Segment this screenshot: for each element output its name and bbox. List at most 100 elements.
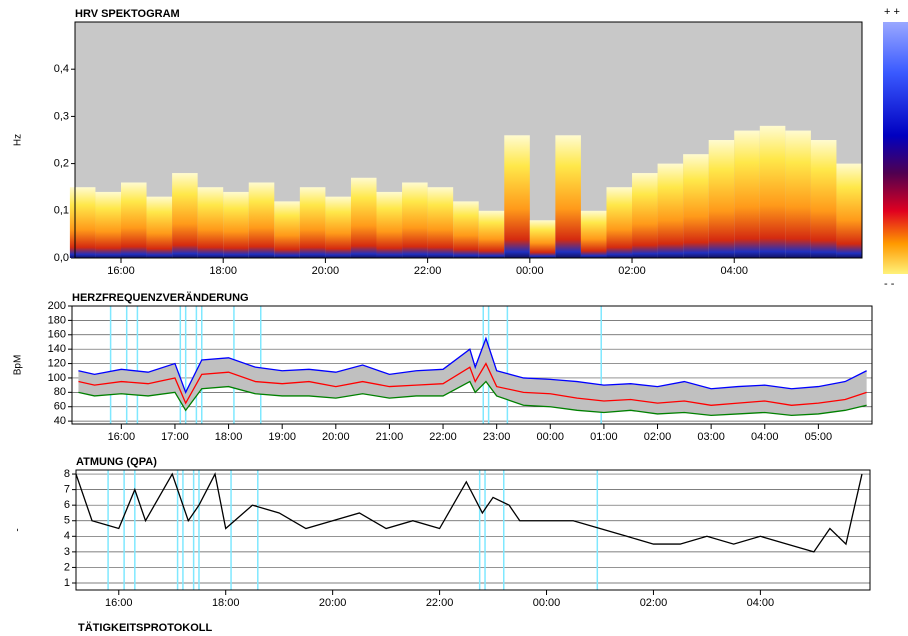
y-tick-label: 5	[64, 515, 70, 527]
spectral-column	[120, 182, 147, 258]
spectral-column	[555, 135, 581, 258]
colorbar	[883, 22, 908, 274]
y-tick-label: 8	[64, 468, 70, 480]
x-tick-label: 23:00	[483, 431, 511, 443]
plot-frame	[75, 469, 871, 591]
x-tick-label: 17:00	[161, 431, 189, 443]
x-tick-label: 04:00	[720, 265, 748, 277]
x-tick-label: 03:00	[697, 431, 725, 443]
spectral-column	[683, 154, 709, 258]
spectral-column	[759, 125, 786, 258]
x-tick-label: 04:00	[747, 597, 775, 609]
y-tick-label: 0,1	[54, 205, 69, 217]
spectral-column	[632, 173, 658, 258]
y-axis-label: Hz	[13, 134, 24, 146]
x-tick-label: 20:00	[319, 597, 347, 609]
y-tick-label: 180	[48, 314, 66, 326]
spectral-column	[836, 163, 862, 258]
spectral-column	[299, 187, 326, 258]
y-axis-label: -	[13, 528, 24, 531]
y-tick-label: 140	[48, 343, 66, 355]
spectral-column	[69, 187, 96, 258]
x-tick-label: 16:00	[108, 431, 136, 443]
x-tick-label: 20:00	[312, 265, 340, 277]
series-line	[78, 336, 867, 394]
spectral-column	[248, 182, 275, 258]
range-band	[78, 338, 867, 416]
y-tick-label: 0,4	[54, 63, 69, 75]
spectral-column	[606, 187, 633, 258]
y-tick-label: 4	[64, 530, 70, 542]
spectral-column	[478, 210, 505, 258]
y-tick-label: 100	[48, 372, 66, 384]
x-tick-label: 02:00	[644, 431, 672, 443]
plot-frame	[71, 305, 873, 425]
x-tick-label: 22:00	[426, 597, 454, 609]
y-tick-label: 1	[64, 577, 70, 589]
y-tick-label: 160	[48, 329, 66, 341]
y-tick-label: 3	[64, 546, 70, 558]
spectral-column	[453, 201, 479, 258]
x-tick-label: 18:00	[212, 597, 240, 609]
y-tick-label: 120	[48, 357, 66, 369]
spectral-column	[146, 196, 173, 258]
x-tick-label: 02:00	[640, 597, 668, 609]
x-tick-label: 00:00	[516, 265, 544, 277]
y-tick-label: 200	[48, 300, 66, 312]
y-tick-label: 0,0	[54, 252, 69, 264]
plot-area	[76, 470, 870, 590]
x-tick-label: 16:00	[107, 265, 135, 277]
panel-title: ATMUNG (QPA)	[76, 456, 157, 468]
series-line	[78, 380, 867, 417]
y-tick-label: 80	[54, 386, 66, 398]
x-tick-label: 04:00	[751, 431, 779, 443]
spectral-column	[708, 140, 735, 258]
y-tick-label: 0,3	[54, 110, 69, 122]
spectral-column	[580, 210, 607, 258]
plot-frame	[74, 21, 863, 259]
x-tick-label: 19:00	[268, 431, 296, 443]
x-tick-label: 22:00	[429, 431, 457, 443]
spectral-column	[427, 187, 454, 258]
spectral-column	[223, 191, 249, 258]
y-tick-label: 7	[64, 484, 70, 496]
x-tick-label: 02:00	[618, 265, 646, 277]
activity-log-title: TÄTIGKEITSPROTOKOLL	[78, 621, 213, 634]
spectral-column	[197, 187, 224, 258]
spectral-column	[274, 201, 300, 258]
spectral-column	[734, 130, 760, 258]
series-line	[75, 472, 863, 553]
spectral-column	[95, 191, 121, 258]
y-tick-label: 6	[64, 499, 70, 511]
y-axis-label: BpM	[13, 355, 24, 376]
spectral-column	[172, 173, 198, 258]
y-tick-label: 40	[54, 415, 66, 427]
x-tick-label: 18:00	[215, 431, 243, 443]
y-tick-label: 60	[54, 401, 66, 413]
x-tick-label: 21:00	[376, 431, 404, 443]
x-tick-label: 05:00	[805, 431, 833, 443]
series-line	[78, 362, 867, 406]
spectral-column	[504, 135, 530, 258]
spectral-column	[529, 220, 556, 258]
y-tick-label: 0,2	[54, 158, 69, 170]
panel-title: HRV SPEKTOGRAM	[75, 8, 180, 20]
spectral-column	[350, 177, 377, 258]
x-tick-label: 16:00	[105, 597, 133, 609]
spectral-column	[810, 140, 837, 258]
colorbar-top-label: + +	[884, 6, 900, 18]
spectral-column	[657, 163, 684, 258]
spectral-column	[325, 196, 351, 258]
x-tick-label: 00:00	[533, 597, 561, 609]
spectral-column	[376, 191, 403, 258]
panel-title: HERZFREQUENZVERÄNDERUNG	[72, 291, 249, 304]
colorbar-bottom-label: - -	[884, 278, 895, 290]
x-tick-label: 22:00	[414, 265, 442, 277]
x-tick-label: 00:00	[537, 431, 565, 443]
x-tick-label: 18:00	[209, 265, 237, 277]
spectral-column	[402, 182, 428, 258]
y-tick-label: 2	[64, 561, 70, 573]
x-tick-label: 01:00	[590, 431, 618, 443]
spectral-column	[785, 130, 811, 258]
